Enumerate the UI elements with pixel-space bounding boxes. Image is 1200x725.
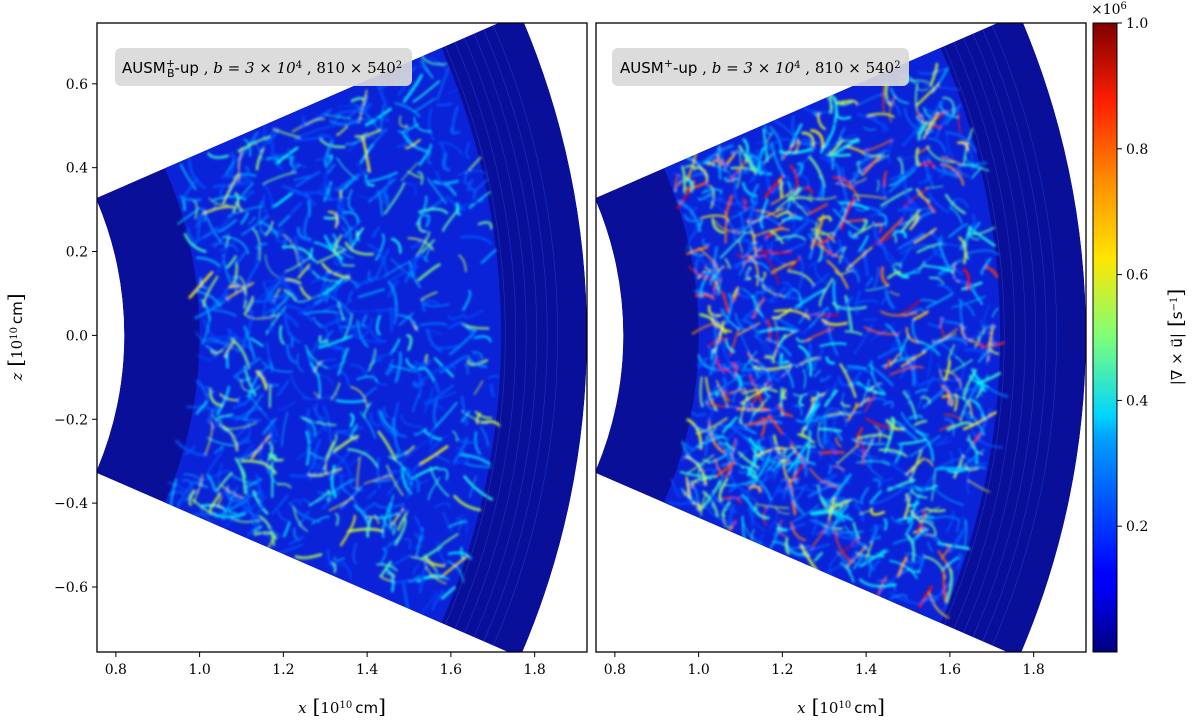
- colorbar-tick-label: 0.8: [1126, 142, 1148, 158]
- right-x-axis-label: x [1010 cm]: [797, 694, 885, 718]
- x-tick-label: 1.0: [687, 662, 709, 678]
- left-grid-exp: 2: [396, 60, 402, 71]
- y-tick-label: 0.2: [66, 245, 88, 261]
- left-scheme-sub: B: [167, 67, 175, 80]
- colorbar: 1.0 0.8 0.6 0.4 0.2 ×106 |∇ × u⃗|[s−1]: [1091, 1, 1187, 653]
- right-scheme-suffix: -up: [673, 59, 697, 77]
- left-panel: 0.8 1.0 1.2 1.4 1.6 1.8 0.6 0.4 0.2 0.0 −0.2 −0.4 −…: [3, 22, 588, 718]
- y-tick-label: 0.4: [66, 161, 88, 177]
- right-b-exp: 4: [794, 60, 800, 71]
- x-tick-label: 1.8: [1023, 662, 1045, 678]
- y-tick-label: −0.6: [54, 580, 88, 596]
- x-tick-label: 1.4: [855, 662, 877, 678]
- left-axes-frame: [96, 22, 588, 653]
- left-y-ticks: 0.6 0.4 0.2 0.0 −0.2 −0.4 −0.6: [54, 77, 97, 596]
- y-tick-label: 0.6: [66, 77, 88, 93]
- left-scheme-sup: +: [166, 57, 175, 70]
- right-x-ticks: 0.8 1.0 1.2 1.4 1.6 1.8: [604, 652, 1045, 678]
- left-annotation: AUSM+ B-up , b = 3 × 104 , 810 × 5402: [115, 48, 412, 86]
- left-vorticity-field: [97, 23, 587, 652]
- left-x-ticks: 0.8 1.0 1.2 1.4 1.6 1.8: [105, 652, 546, 678]
- x-tick-label: 1.2: [272, 662, 294, 678]
- convection-zone: [164, 47, 502, 624]
- colorbar-tick-label: 1.0: [1126, 16, 1148, 32]
- svg-text:AUSM+-up , b = 3 × 104 , 810 ×: AUSM+-up , b = 3 × 104 , 810 × 5402: [620, 57, 901, 77]
- x-tick-label: 1.8: [524, 662, 546, 678]
- right-vorticity-field: [596, 23, 1086, 652]
- right-grid-size: 810 × 540: [815, 59, 894, 77]
- left-x-axis-label: x [1010 cm]: [298, 694, 386, 718]
- right-grid-exp: 2: [894, 60, 900, 71]
- right-axes-frame: [595, 22, 1087, 653]
- left-scheme-suffix: -up: [174, 59, 198, 77]
- colorbar-tick-label: 0.4: [1126, 393, 1148, 409]
- y-tick-label: −0.4: [54, 496, 88, 512]
- right-scheme-sup: +: [664, 57, 673, 70]
- y-tick-label: 0.0: [66, 328, 88, 344]
- left-scheme-name: AUSM: [122, 59, 166, 77]
- left-b-exp: 4: [296, 60, 302, 71]
- vorticity-filaments: [668, 62, 1009, 619]
- x-tick-label: 1.2: [771, 662, 793, 678]
- x-tick-label: 1.4: [356, 662, 378, 678]
- right-b-value: b = 3 × 10: [712, 59, 795, 77]
- svg-text:AUSM+B-up , b = 3 × 104 , 810: AUSM+ B-up , b = 3 × 104 , 810 × 5402: [122, 57, 402, 80]
- right-annotation: AUSM+-up , b = 3 × 104 , 810 × 5402: [612, 48, 909, 86]
- left-b-value: b = 3 × 10: [213, 59, 296, 77]
- colorbar-gradient: [1092, 22, 1118, 653]
- y-tick-label: −0.2: [54, 412, 88, 428]
- x-tick-label: 1.6: [440, 662, 462, 678]
- x-tick-label: 0.8: [105, 662, 127, 678]
- colorbar-tick-label: 0.6: [1126, 268, 1148, 284]
- right-scheme-name: AUSM: [620, 59, 664, 77]
- x-tick-label: 1.6: [939, 662, 961, 678]
- colorbar-tick-label: 0.2: [1126, 519, 1148, 535]
- colorbar-ticks: 1.0 0.8 0.6 0.4 0.2: [1117, 16, 1148, 535]
- x-tick-label: 0.8: [604, 662, 626, 678]
- colorbar-multiplier: ×106: [1091, 1, 1127, 19]
- left-grid-size: 810 × 540: [316, 59, 395, 77]
- right-panel: 0.8 1.0 1.2 1.4 1.6 1.8 AUSM+-up , b = 3 × 10…: [595, 22, 1087, 718]
- colorbar-label: |∇ × u⃗|[s−1]: [1163, 289, 1187, 385]
- left-y-axis-label: z[1010cm]: [3, 293, 27, 381]
- vorticity-filaments: [167, 53, 501, 621]
- x-tick-label: 1.0: [188, 662, 210, 678]
